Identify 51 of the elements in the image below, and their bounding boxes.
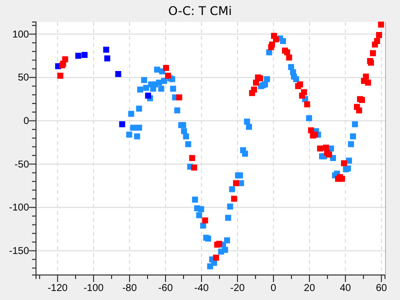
point — [374, 38, 380, 44]
point — [202, 217, 208, 224]
point — [317, 146, 324, 152]
point — [272, 36, 279, 42]
y-tick-label: 100 — [12, 29, 30, 40]
point — [231, 196, 238, 202]
y-tick-label: 0 — [23, 116, 30, 127]
point — [362, 74, 369, 80]
point — [165, 72, 172, 79]
point — [340, 160, 347, 166]
point — [104, 55, 110, 62]
y-tick-label: -100 — [8, 202, 30, 214]
point — [189, 155, 196, 162]
point — [376, 32, 382, 38]
y-tick-label: -150 — [8, 246, 30, 257]
point — [119, 121, 126, 128]
point — [356, 107, 362, 114]
point — [176, 94, 182, 100]
point — [304, 101, 310, 108]
x-tick-label: -60 — [158, 283, 174, 294]
point — [286, 54, 292, 61]
point — [233, 180, 240, 186]
point — [103, 46, 110, 53]
x-tick-label: 0 — [270, 283, 277, 294]
x-tick-label: 20 — [304, 283, 316, 294]
point — [322, 144, 329, 151]
point — [163, 64, 170, 71]
x-tick-label: -100 — [84, 283, 104, 294]
point — [251, 86, 258, 93]
point — [213, 254, 220, 261]
point — [378, 22, 384, 28]
point — [145, 92, 152, 99]
y-tick-label: 50 — [18, 72, 30, 84]
point — [75, 52, 82, 59]
point — [365, 80, 372, 86]
point — [299, 92, 306, 99]
point — [57, 72, 64, 79]
point — [115, 70, 122, 77]
y-tick-label: -50 — [14, 159, 30, 170]
point — [82, 52, 88, 58]
point — [191, 164, 198, 171]
point — [269, 42, 276, 48]
point — [370, 50, 376, 56]
x-tick-label: 60 — [376, 283, 388, 294]
x-tick-label: -20 — [230, 283, 246, 294]
chart-title: O-C: T CMi — [168, 4, 232, 18]
point — [62, 56, 68, 62]
x-tick-label: -40 — [194, 283, 210, 294]
x-tick-label: 40 — [340, 283, 352, 294]
x-tick-label: -120 — [48, 283, 68, 294]
x-tick-label: -80 — [122, 283, 138, 294]
